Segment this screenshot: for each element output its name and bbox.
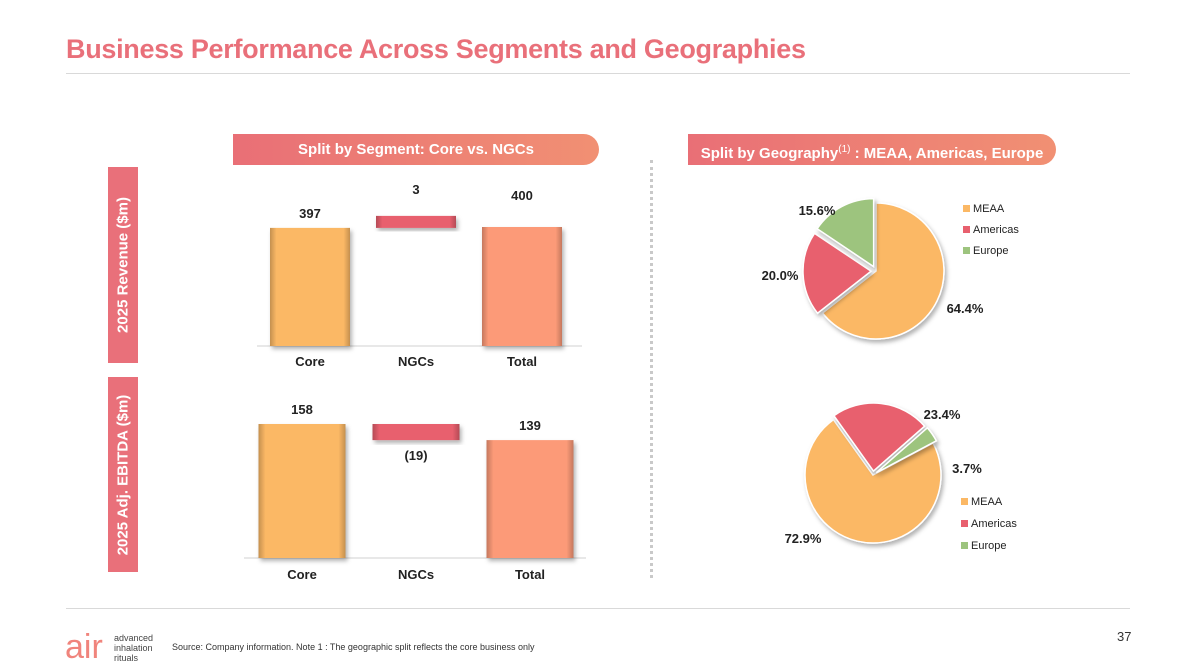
data-label: 3 xyxy=(412,182,419,197)
pie-data-label: 20.0% xyxy=(762,268,799,283)
pie-slice-americas xyxy=(802,232,873,315)
revenue-row-label: 2025 Revenue ($m) xyxy=(108,167,138,363)
legend-label: MEAA xyxy=(973,203,1005,215)
bar-bevel xyxy=(372,424,460,441)
segment-banner: Split by Segment: Core vs. NGCs xyxy=(233,134,599,165)
legend-swatch-americas xyxy=(963,226,970,233)
pie-slice-americas xyxy=(832,402,926,473)
tick-label: Total xyxy=(507,354,537,369)
footer-rule xyxy=(66,608,1130,609)
tick-label: NGCs xyxy=(398,567,434,582)
tick-label: Total xyxy=(515,567,545,582)
legend-swatch-americas xyxy=(961,520,968,527)
segment-banner-label: Split by Segment: Core vs. NGCs xyxy=(298,141,534,158)
pie-slice-meaa xyxy=(804,418,942,544)
bar-bevel xyxy=(270,227,350,346)
legend-swatch-meaa xyxy=(961,498,968,505)
page-title: Business Performance Across Segments and… xyxy=(66,34,806,64)
legend-label: Americas xyxy=(971,518,1017,530)
legend-label: Americas xyxy=(973,224,1019,236)
section-divider xyxy=(650,160,653,578)
page-number: 37 xyxy=(1117,629,1132,644)
geography-banner-label: Split by Geography xyxy=(700,145,839,162)
logo-mark: air xyxy=(65,628,103,663)
geography-banner: Split by Geography(1) : MEAA, Americas, … xyxy=(688,134,1056,165)
pie-data-label: 72.9% xyxy=(785,531,822,546)
bar-bevel xyxy=(258,424,346,558)
ebitda-row-label: 2025 Adj. EBITDA ($m) xyxy=(108,377,138,572)
legend-swatch-meaa xyxy=(963,205,970,212)
data-label: 397 xyxy=(299,206,321,221)
pie-data-label: 3.7% xyxy=(952,461,982,476)
data-label: (19) xyxy=(404,448,427,463)
bar-bevel xyxy=(376,215,456,228)
legend-swatch-europe xyxy=(961,542,968,549)
pie-slice-europe xyxy=(875,426,938,474)
pie-data-label: 15.6% xyxy=(799,203,836,218)
bar-bevel xyxy=(486,440,574,558)
legend-swatch-europe xyxy=(963,247,970,254)
data-label: 139 xyxy=(519,418,541,433)
logo-word: advanced xyxy=(114,633,154,643)
logo-word: inhalation xyxy=(114,643,153,653)
tick-label: Core xyxy=(295,354,325,369)
tick-label: NGCs xyxy=(398,354,434,369)
bar-bevel xyxy=(482,227,562,346)
geography-footnote-marker: (1) xyxy=(838,144,851,155)
title-rule xyxy=(66,73,1130,74)
source-note: Source: Company information. Note 1 : Th… xyxy=(172,642,535,652)
geography-banner-suffix: : MEAA, Americas, Europe xyxy=(850,145,1044,162)
logo-word: rituals xyxy=(114,653,139,663)
legend-label: Europe xyxy=(971,540,1006,552)
legend-label: MEAA xyxy=(971,496,1003,508)
pie-data-label: 64.4% xyxy=(947,301,984,316)
tick-label: Core xyxy=(287,567,317,582)
air-logo-icon: air xyxy=(65,628,103,663)
data-label: 400 xyxy=(511,188,533,203)
legend-label: Europe xyxy=(973,245,1008,257)
data-label: 158 xyxy=(291,402,313,417)
pie-data-label: 23.4% xyxy=(924,407,961,422)
logo-wordmark: advanced inhalation rituals xyxy=(114,633,153,663)
pie-slice-europe xyxy=(816,197,875,268)
pie-slice-meaa xyxy=(821,202,945,340)
